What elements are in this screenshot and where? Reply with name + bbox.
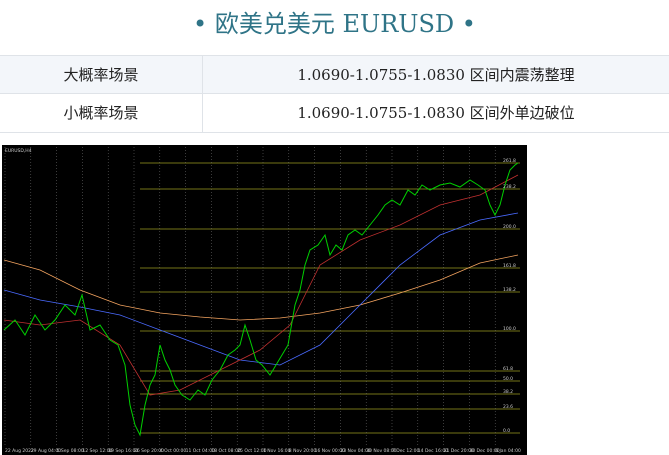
price-line [3,162,519,437]
x-label: 19 Sep 16:00 [108,448,138,454]
ma-line [3,212,519,366]
x-label: 18 Oct 08:00 [211,448,240,454]
x-label: 7 Dec 12:00 [392,448,420,454]
cell: 大概率场景 [0,56,203,94]
x-label: 21 Dec 20:00 [444,448,474,454]
fib-label: 238.2 [503,184,516,190]
x-label: 29 Aug 04:00 [31,448,61,454]
table-row: 大概率场景 1.0690-1.0755-1.0830 区间内震荡整理 [0,55,669,94]
x-label: 22 Aug 2022 [5,448,34,454]
x-label: 12 Sep 12:00 [82,448,112,454]
x-label: 30 Dec 00:00 [469,448,499,454]
fib-label: 100.0 [503,326,516,332]
fib-label: 23.6 [503,404,513,410]
fib-label: 161.8 [503,263,516,269]
fib-label: 38.2 [503,389,513,395]
title: • 欧美兑美元 EURUSD • [193,10,476,38]
x-label: 5 Sep 08:00 [57,448,84,454]
cell: 小概率场景 [0,94,203,132]
x-label: 14 Dec 16:00 [418,448,448,454]
x-label: 6 Jan 04:00 [495,448,521,454]
chart-bg [2,145,527,455]
x-label: 16 Nov 00:00 [315,448,345,454]
fib-label: 200.0 [503,224,516,230]
x-label: 30 Nov 08:00 [366,448,396,454]
fib-label: 261.8 [503,158,516,164]
fib-label: 61.8 [503,366,513,372]
x-label: 11 Oct 04:00 [186,448,215,454]
cell: 1.0690-1.0755-1.0830 区间外单边破位 [297,104,575,122]
chart-caption: EURUSD,H4 [5,148,32,154]
x-label: 8 Nov 20:00 [289,448,317,454]
table-row: 小概率场景 1.0690-1.0755-1.0830 区间外单边破位 [0,93,669,133]
fib-label: 138.2 [503,287,516,293]
x-label: 4 Oct 00:00 [160,448,187,454]
x-label: 25 Oct 12:00 [237,448,266,454]
x-label: 1 Nov 16:00 [263,448,291,454]
cell: 1.0690-1.0755-1.0830 区间内震荡整理 [297,66,575,84]
x-label: 26 Sep 20:00 [134,448,164,454]
fib-label: 0.0 [503,428,510,434]
x-label: 23 Nov 04:00 [340,448,370,454]
chart: EURUSD,H4 261.8 238.2 200.0 161.8 138.2 100.0 6… [2,145,527,455]
ma-line [3,254,519,321]
fib-label: 50.0 [503,376,513,382]
